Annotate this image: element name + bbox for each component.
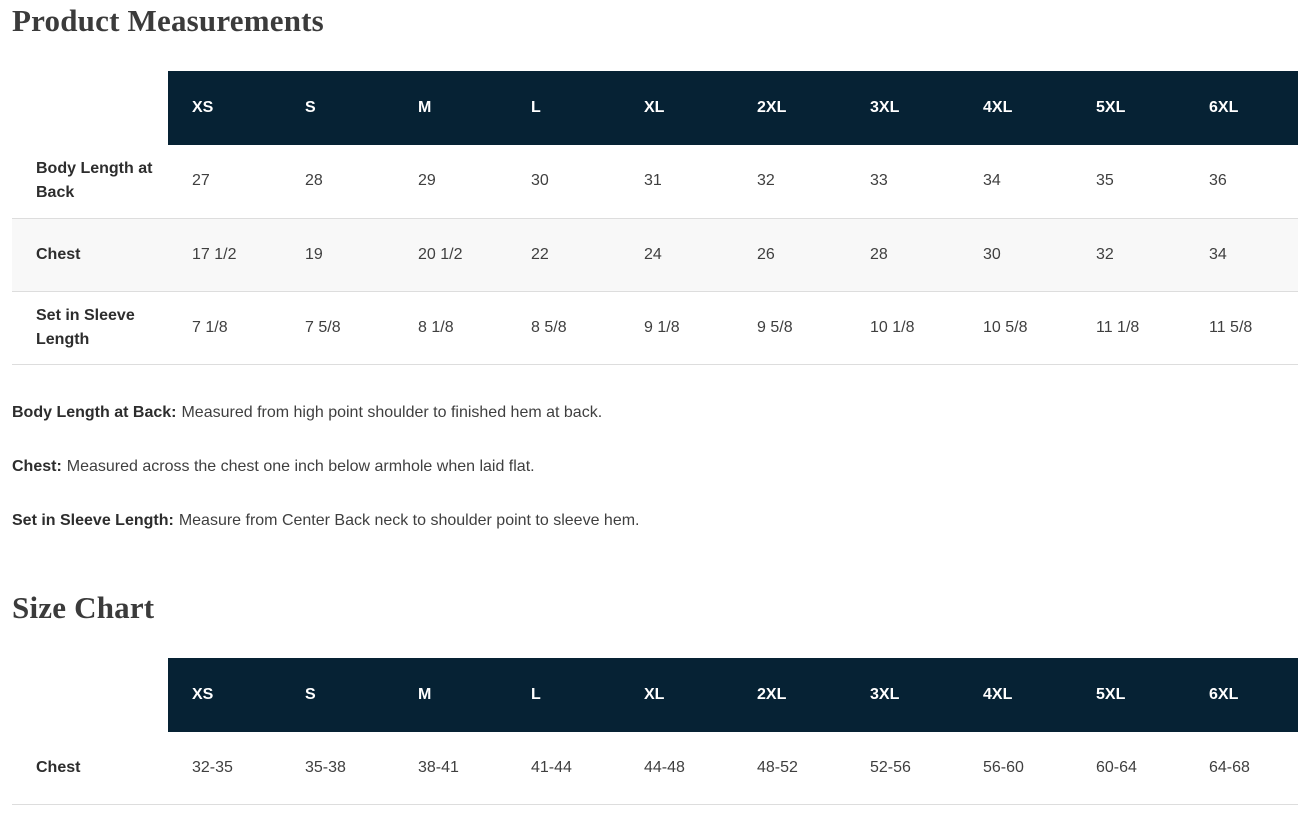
size-chart-title: Size Chart xyxy=(12,589,155,625)
measurement-cell: 22 xyxy=(531,245,549,263)
measurement-cell: 8 1/8 xyxy=(418,318,454,336)
measurement-cell: 35 xyxy=(1096,172,1114,190)
measurement-cell: 32 xyxy=(1096,245,1114,263)
table-row-chest-range: Chest 32-35 35-38 38-41 41-44 44-48 48-5… xyxy=(12,732,1298,805)
measurement-cell: 20 1/2 xyxy=(418,245,463,263)
measurement-cell: 10 5/8 xyxy=(983,318,1028,336)
size-range-cell: 41-44 xyxy=(531,759,572,777)
column-header-m: M xyxy=(394,71,507,146)
table-row-body-length: Body Length at Back 27 28 29 30 31 32 33… xyxy=(12,145,1298,219)
table-row-chest: Chest 17 1/2 19 20 1/2 22 24 26 28 30 32… xyxy=(12,218,1298,292)
size-range-cell: 52-56 xyxy=(870,759,911,777)
size-chart-section: Size Chart XS S M L XL 2XL 3XL 4XL 5XL xyxy=(12,589,1298,806)
column-header-s: S xyxy=(281,657,394,732)
size-range-cell: 32-35 xyxy=(192,759,233,777)
column-header-l: L xyxy=(507,71,620,146)
note-body-length: Body Length at Back: Measured from high p… xyxy=(12,401,1298,425)
measurement-cell: 34 xyxy=(983,172,1001,190)
size-chart-table: XS S M L XL 2XL 3XL 4XL 5XL 6XL Chest 32… xyxy=(12,657,1298,806)
measurement-cell: 29 xyxy=(418,172,436,190)
size-range-cell: 60-64 xyxy=(1096,759,1137,777)
measurement-cell: 28 xyxy=(870,245,888,263)
measurement-cell: 9 5/8 xyxy=(757,318,793,336)
measurement-cell: 7 1/8 xyxy=(192,318,228,336)
column-header-l: L xyxy=(507,657,620,732)
measurement-cell: 8 5/8 xyxy=(531,318,567,336)
note-term: Body Length at Back: xyxy=(12,403,177,421)
measurement-notes: Body Length at Back: Measured from high p… xyxy=(12,401,1298,533)
column-header-5xl: 5XL xyxy=(1072,657,1185,732)
measurement-cell: 33 xyxy=(870,172,888,190)
column-header-4xl: 4XL xyxy=(959,71,1072,146)
column-header-2xl: 2XL xyxy=(733,657,846,732)
header-spacer-cell xyxy=(12,71,168,145)
size-range-cell: 64-68 xyxy=(1209,759,1250,777)
measurement-cell: 32 xyxy=(757,172,775,190)
measurement-cell: 7 5/8 xyxy=(305,318,341,336)
note-sleeve-length: Set in Sleeve Length: Measure from Center… xyxy=(12,509,1298,533)
column-header-3xl: 3XL xyxy=(846,71,959,146)
column-header-xs: XS xyxy=(168,71,281,146)
column-header-5xl: 5XL xyxy=(1072,71,1185,146)
measurement-cell: 36 xyxy=(1209,172,1227,190)
size-range-cell: 44-48 xyxy=(644,759,685,777)
measurement-cell: 31 xyxy=(644,172,662,190)
measurement-cell: 27 xyxy=(192,172,210,190)
note-term: Chest: xyxy=(12,457,62,475)
note-term: Set in Sleeve Length: xyxy=(12,511,174,529)
measurement-cell: 9 1/8 xyxy=(644,318,680,336)
column-header-3xl: 3XL xyxy=(846,657,959,732)
column-header-6xl: 6XL xyxy=(1185,71,1298,146)
measurement-cell: 19 xyxy=(305,245,323,263)
measurement-cell: 30 xyxy=(531,172,549,190)
size-range-cell: 56-60 xyxy=(983,759,1024,777)
measurement-cell: 28 xyxy=(305,172,323,190)
column-header-xl: XL xyxy=(620,71,733,146)
measurements-header-row: XS S M L XL 2XL 3XL 4XL 5XL 6XL xyxy=(12,71,1298,146)
measurement-cell: 24 xyxy=(644,245,662,263)
column-header-xl: XL xyxy=(620,657,733,732)
measurement-cell: 34 xyxy=(1209,245,1227,263)
column-header-m: M xyxy=(394,657,507,732)
size-range-cell: 38-41 xyxy=(418,759,459,777)
measurement-cell: 11 5/8 xyxy=(1209,318,1253,336)
column-header-s: S xyxy=(281,71,394,146)
note-description: Measure from Center Back neck to shoulde… xyxy=(178,511,640,529)
measurement-cell: 10 1/8 xyxy=(870,318,915,336)
column-header-xs: XS xyxy=(168,657,281,732)
row-label: Body Length at Back xyxy=(36,160,153,202)
measurement-cell: 17 1/2 xyxy=(192,245,237,263)
size-range-cell: 48-52 xyxy=(757,759,798,777)
column-header-2xl: 2XL xyxy=(733,71,846,146)
note-description: Measured across the chest one inch below… xyxy=(66,457,535,475)
note-chest: Chest: Measured across the chest one inch… xyxy=(12,455,1298,479)
product-measurements-title: Product Measurements xyxy=(12,3,324,38)
size-range-cell: 35-38 xyxy=(305,759,346,777)
row-label: Chest xyxy=(36,759,81,777)
measurement-cell: 26 xyxy=(757,245,775,263)
header-spacer-cell xyxy=(12,658,168,732)
row-label: Chest xyxy=(36,245,81,263)
note-description: Measured from high point shoulder to fin… xyxy=(181,403,603,421)
column-header-4xl: 4XL xyxy=(959,657,1072,732)
product-measurements-section: Product Measurements XS S M L XL 2XL 3XL… xyxy=(12,2,1298,533)
product-measurements-table: XS S M L XL 2XL 3XL 4XL 5XL 6XL Body Len… xyxy=(12,71,1298,365)
measurement-cell: 30 xyxy=(983,245,1001,263)
table-row-sleeve-length: Set in Sleeve Length 7 1/8 7 5/8 8 1/8 8… xyxy=(12,291,1298,365)
size-chart-header-row: XS S M L XL 2XL 3XL 4XL 5XL 6XL xyxy=(12,657,1298,732)
column-header-6xl: 6XL xyxy=(1185,657,1298,732)
measurement-cell: 11 1/8 xyxy=(1096,318,1140,336)
row-label: Set in Sleeve Length xyxy=(36,306,135,348)
